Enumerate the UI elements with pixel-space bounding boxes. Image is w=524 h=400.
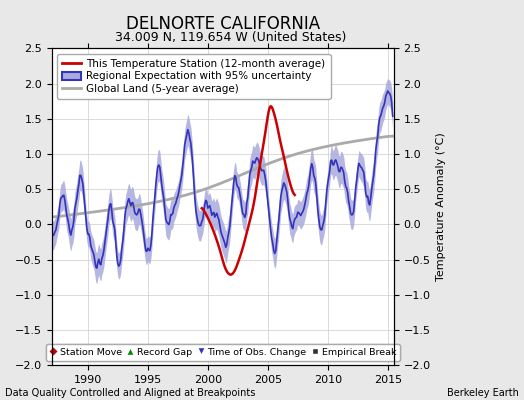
Text: Data Quality Controlled and Aligned at Breakpoints: Data Quality Controlled and Aligned at B… [5,388,256,398]
Title: DELNORTE CALIFORNIA: DELNORTE CALIFORNIA [126,15,320,33]
Text: Berkeley Earth: Berkeley Earth [447,388,519,398]
Text: 34.009 N, 119.654 W (United States): 34.009 N, 119.654 W (United States) [115,32,346,44]
Legend: Station Move, Record Gap, Time of Obs. Change, Empirical Break: Station Move, Record Gap, Time of Obs. C… [46,344,400,360]
Y-axis label: Temperature Anomaly (°C): Temperature Anomaly (°C) [436,132,446,281]
